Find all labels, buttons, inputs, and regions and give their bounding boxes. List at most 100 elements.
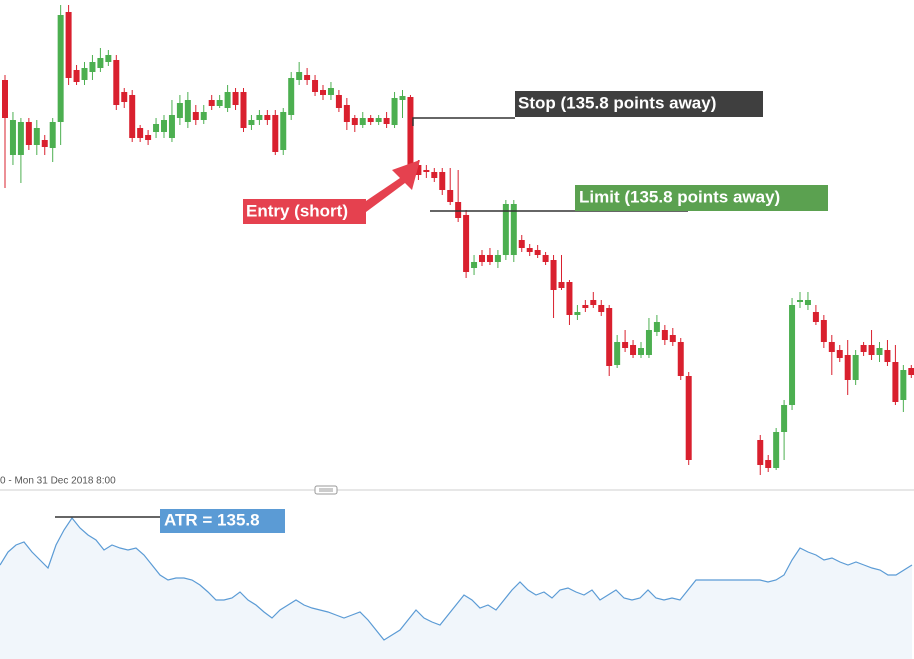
divider-handle[interactable] [314, 485, 338, 495]
candle-body [789, 305, 796, 405]
candle-body [105, 55, 112, 62]
candle-body [81, 68, 88, 80]
candle-body [685, 376, 692, 460]
candle-body [407, 97, 414, 165]
candle-body [892, 362, 899, 402]
atr-line [0, 516, 913, 641]
candle-body [2, 80, 8, 118]
candle-body [423, 170, 430, 172]
candle-body [168, 115, 175, 138]
candle-body [399, 96, 406, 100]
candle-body [232, 92, 239, 105]
candle-body [264, 115, 271, 120]
candle-body [192, 112, 199, 120]
candle-body [97, 58, 104, 68]
x-label: 0 - Mon 31 Dec 2018 8:00 [0, 476, 116, 487]
candle-body [137, 128, 144, 138]
candle-body [367, 118, 374, 122]
candle-body [9, 120, 16, 155]
candle-body [296, 72, 303, 80]
candle-body [65, 12, 72, 78]
candle-body [677, 342, 684, 376]
candle-body [574, 312, 581, 315]
candle-body [558, 282, 565, 288]
candle-body [622, 342, 629, 348]
candle-body [89, 62, 96, 72]
atr-panel [0, 516, 913, 659]
candle-body [272, 115, 279, 152]
candle-body [638, 348, 644, 355]
candle-body [343, 105, 350, 122]
candle-body [415, 165, 422, 175]
entry-label: Entry (short) [246, 201, 348, 220]
candle-body [598, 305, 605, 312]
candle-body [33, 128, 40, 145]
candle-body [327, 88, 334, 95]
candle-body [375, 118, 382, 122]
candle-body [351, 118, 358, 125]
candle-body [455, 202, 462, 218]
candle-body [614, 342, 621, 365]
candle-body [653, 322, 660, 332]
candle-body [630, 345, 637, 355]
candle-body [828, 342, 835, 352]
candle-body [288, 78, 295, 115]
candle-body [216, 100, 223, 106]
candle-body [868, 345, 875, 355]
candle-body [757, 440, 764, 465]
candle-body [335, 95, 342, 108]
candle-body [669, 335, 676, 342]
candle-body [176, 103, 183, 118]
candle-body [781, 405, 788, 432]
atr-box [160, 509, 285, 533]
candle-body [25, 122, 32, 145]
candle-body [161, 120, 167, 132]
candle-body [304, 75, 311, 80]
candle-body [908, 368, 914, 375]
candle-body [486, 255, 493, 262]
candle-body [518, 240, 525, 248]
candle-body [320, 90, 326, 95]
candle-body [129, 95, 136, 138]
candle-body [383, 118, 390, 124]
candle-body [590, 300, 597, 305]
candle-body [184, 100, 191, 122]
candles [2, 5, 914, 475]
candle-body [248, 120, 255, 125]
candle-body [41, 140, 48, 147]
candle-body [661, 330, 668, 340]
candle-body [113, 60, 120, 105]
candle-body [502, 204, 509, 255]
candle-body [542, 255, 549, 262]
candle-body [280, 112, 287, 150]
candle-body [145, 135, 152, 140]
candle-body [153, 124, 160, 132]
candle-body [312, 80, 319, 92]
candle-body [876, 348, 883, 355]
atr-area [0, 518, 912, 659]
atr-label: ATR = 135.8 [164, 510, 260, 529]
candle-body [49, 122, 56, 148]
candle-body [773, 432, 780, 468]
candle-body [479, 255, 485, 262]
candle-body [510, 204, 517, 255]
candle-body [550, 260, 557, 290]
candle-body [463, 215, 470, 272]
candle-body [224, 92, 231, 108]
candle-body [804, 300, 811, 305]
candle-body [391, 98, 398, 125]
candle-body [836, 350, 843, 358]
candle-body [526, 248, 533, 252]
candle-body [208, 100, 215, 106]
candle-body [852, 355, 859, 380]
candle-body [17, 122, 24, 155]
candle-body [860, 345, 867, 352]
candle-body [645, 330, 652, 355]
candle-body [494, 255, 501, 262]
candle-body [359, 118, 366, 125]
candle-body [121, 92, 128, 102]
candle-body [256, 115, 263, 120]
stop-box [515, 91, 763, 117]
candle-body [73, 70, 80, 82]
